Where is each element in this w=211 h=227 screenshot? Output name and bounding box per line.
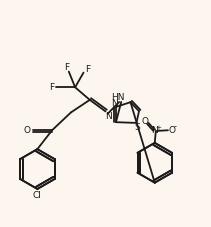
- Text: +: +: [155, 125, 161, 131]
- Text: HN: HN: [111, 93, 125, 102]
- Text: F: F: [49, 83, 54, 92]
- Text: N: N: [111, 99, 118, 108]
- Text: F: F: [64, 63, 69, 72]
- Text: F: F: [85, 65, 90, 74]
- Text: N: N: [151, 126, 157, 135]
- Text: Cl: Cl: [33, 191, 42, 200]
- Text: O: O: [23, 126, 30, 135]
- Text: O: O: [169, 126, 176, 135]
- Text: O: O: [141, 117, 148, 126]
- Text: S: S: [135, 123, 140, 132]
- Text: -: -: [173, 123, 176, 132]
- Text: N: N: [105, 111, 111, 121]
